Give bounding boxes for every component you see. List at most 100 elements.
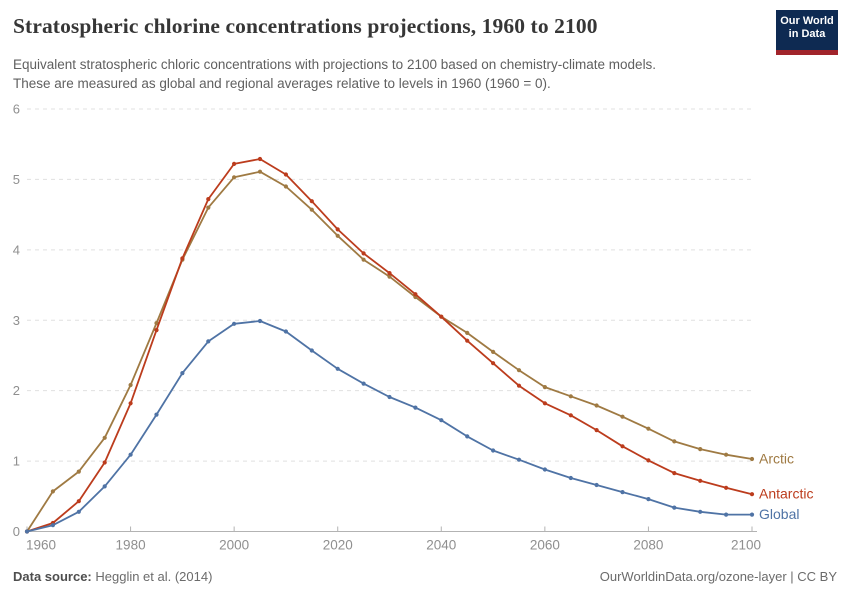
data-point-antarctic bbox=[465, 338, 470, 343]
data-point-antarctic bbox=[749, 492, 755, 497]
data-point-arctic bbox=[154, 321, 159, 326]
data-point-arctic bbox=[724, 452, 729, 457]
data-point-global bbox=[309, 348, 314, 353]
owid-logo: Our World in Data bbox=[776, 10, 838, 55]
data-point-antarctic bbox=[724, 485, 729, 490]
data-point-antarctic bbox=[516, 383, 522, 388]
data-point-global bbox=[439, 418, 444, 423]
data-point-global bbox=[620, 490, 625, 495]
data-point-global bbox=[594, 482, 599, 488]
x-tick-label: 2020 bbox=[323, 538, 353, 553]
data-point-arctic bbox=[76, 469, 81, 474]
data-point-global bbox=[724, 512, 729, 517]
y-tick-label: 1 bbox=[13, 454, 20, 469]
data-point-global bbox=[76, 509, 81, 514]
data-source: Data source: Hegglin et al. (2014) bbox=[13, 569, 212, 584]
data-point-arctic bbox=[387, 274, 392, 279]
data-point-global bbox=[24, 529, 30, 534]
owid-logo-line2: in Data bbox=[788, 28, 826, 40]
data-point-global bbox=[387, 394, 392, 400]
subtitle-line-2: These are measured as global and regiona… bbox=[13, 75, 551, 91]
data-point-arctic bbox=[672, 439, 677, 444]
data-point-global bbox=[257, 318, 263, 324]
x-tick-label: 1980 bbox=[116, 538, 146, 553]
data-point-global bbox=[283, 329, 288, 334]
x-tick-label: 2040 bbox=[426, 538, 456, 553]
data-point-arctic bbox=[542, 385, 548, 390]
data-point-antarctic bbox=[128, 401, 133, 406]
data-point-arctic bbox=[257, 169, 263, 174]
data-point-antarctic bbox=[361, 251, 366, 256]
owid-logo-line1: Our World bbox=[780, 15, 834, 27]
data-point-global bbox=[672, 505, 677, 510]
data-point-arctic bbox=[491, 349, 496, 354]
x-tick-label: 2080 bbox=[633, 538, 663, 553]
data-point-arctic bbox=[335, 233, 340, 238]
data-point-global bbox=[206, 339, 211, 344]
data-point-arctic bbox=[594, 403, 599, 408]
data-point-arctic bbox=[698, 447, 703, 452]
data-point-arctic bbox=[749, 456, 755, 462]
data-point-global bbox=[465, 434, 470, 439]
data-point-arctic bbox=[50, 489, 56, 494]
data-point-antarctic bbox=[180, 256, 185, 261]
series-line-arctic bbox=[26, 170, 753, 533]
data-point-global bbox=[128, 452, 133, 457]
data-point-global bbox=[516, 457, 522, 462]
data-point-global bbox=[749, 512, 755, 517]
data-point-arctic bbox=[516, 368, 522, 373]
data-point-arctic bbox=[206, 205, 211, 210]
y-tick-label: 2 bbox=[13, 383, 20, 398]
y-tick-label: 6 bbox=[13, 102, 20, 117]
x-tick-label: 2100 bbox=[731, 538, 761, 553]
page-title: Stratospheric chlorine concentrations pr… bbox=[13, 14, 598, 38]
y-tick-label: 5 bbox=[13, 172, 20, 187]
chart-subtitle: Equivalent stratospheric chloric concent… bbox=[13, 56, 813, 93]
data-point-antarctic bbox=[491, 361, 496, 366]
data-point-arctic bbox=[232, 175, 237, 180]
data-point-global bbox=[335, 366, 340, 371]
data-point-global bbox=[542, 467, 548, 472]
chart-footer: Data source: Hegglin et al. (2014) OurWo… bbox=[13, 569, 837, 584]
data-point-arctic bbox=[283, 184, 288, 189]
data-point-antarctic bbox=[387, 271, 392, 276]
data-point-antarctic bbox=[102, 460, 107, 465]
data-point-global bbox=[646, 497, 651, 502]
data-point-arctic bbox=[465, 330, 470, 335]
data-point-global bbox=[102, 484, 107, 489]
series-label-arctic: Arctic bbox=[759, 450, 794, 466]
data-point-arctic bbox=[568, 394, 573, 399]
subtitle-line-1: Equivalent stratospheric chloric concent… bbox=[13, 57, 657, 72]
data-point-antarctic bbox=[542, 401, 548, 406]
data-point-global bbox=[698, 509, 703, 514]
y-tick-label: 4 bbox=[13, 242, 20, 257]
data-point-arctic bbox=[102, 435, 107, 440]
data-point-antarctic bbox=[154, 328, 159, 333]
y-tick-label: 0 bbox=[13, 524, 20, 539]
data-point-global bbox=[361, 381, 366, 386]
data-source-label: Data source: bbox=[13, 569, 92, 584]
y-tick-label: 3 bbox=[13, 313, 20, 328]
data-point-antarctic bbox=[413, 292, 418, 297]
data-point-antarctic bbox=[335, 227, 340, 232]
data-point-antarctic bbox=[698, 478, 703, 483]
footer-link[interactable]: OurWorldinData.org/ozone-layer | CC BY bbox=[599, 569, 837, 584]
data-point-antarctic bbox=[232, 161, 237, 166]
data-point-antarctic bbox=[646, 458, 651, 463]
data-point-arctic bbox=[620, 414, 625, 419]
data-point-antarctic bbox=[439, 314, 444, 319]
data-point-global bbox=[491, 448, 496, 453]
data-point-antarctic bbox=[206, 197, 211, 202]
data-point-arctic bbox=[646, 426, 651, 431]
data-point-antarctic bbox=[257, 156, 263, 162]
data-point-antarctic bbox=[309, 199, 314, 204]
data-point-arctic bbox=[361, 257, 366, 262]
x-tick-label: 2060 bbox=[530, 538, 560, 553]
data-point-antarctic bbox=[620, 444, 625, 449]
data-point-antarctic bbox=[76, 499, 81, 504]
data-point-global bbox=[413, 405, 418, 410]
data-point-global bbox=[154, 412, 159, 417]
data-point-antarctic bbox=[594, 428, 599, 433]
data-source-value: Hegglin et al. (2014) bbox=[91, 569, 213, 584]
